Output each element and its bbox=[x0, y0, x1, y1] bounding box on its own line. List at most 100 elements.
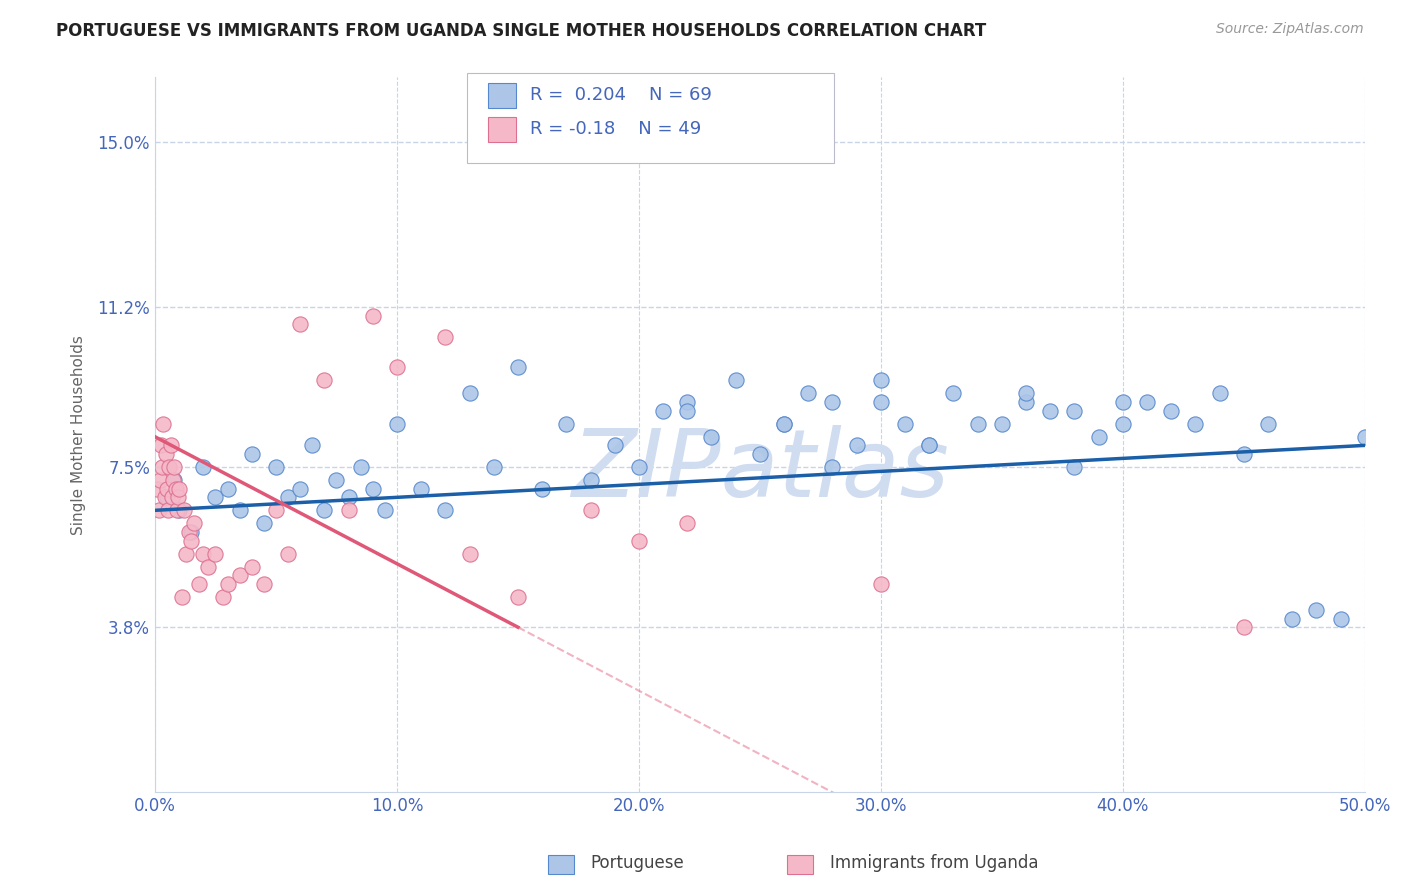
Point bbox=[288, 482, 311, 496]
Point bbox=[253, 516, 276, 531]
Point bbox=[337, 491, 360, 505]
Point bbox=[1305, 603, 1327, 617]
Point bbox=[361, 309, 384, 323]
Point bbox=[506, 360, 529, 375]
Point bbox=[458, 386, 481, 401]
Point bbox=[918, 438, 941, 452]
Text: ZIPatlas: ZIPatlas bbox=[571, 425, 949, 516]
Point bbox=[385, 360, 408, 375]
Point bbox=[180, 524, 202, 539]
Point bbox=[748, 447, 770, 461]
Point bbox=[361, 482, 384, 496]
Point bbox=[773, 417, 796, 431]
Point bbox=[166, 503, 188, 517]
Point bbox=[821, 460, 844, 475]
Point bbox=[197, 559, 219, 574]
Point bbox=[482, 460, 505, 475]
Point bbox=[1136, 395, 1159, 409]
Point bbox=[146, 482, 169, 496]
Point bbox=[149, 473, 172, 487]
Point bbox=[870, 577, 893, 591]
Point bbox=[159, 460, 181, 475]
Point bbox=[579, 473, 602, 487]
Point bbox=[314, 503, 336, 517]
Point bbox=[411, 482, 433, 496]
Point bbox=[676, 516, 699, 531]
Point bbox=[204, 491, 226, 505]
Point bbox=[627, 533, 650, 548]
Point bbox=[180, 533, 202, 548]
Point bbox=[167, 503, 190, 517]
Point bbox=[301, 438, 323, 452]
Point bbox=[603, 438, 626, 452]
Point bbox=[349, 460, 371, 475]
Point bbox=[170, 590, 193, 604]
Point bbox=[177, 524, 200, 539]
Point bbox=[1329, 611, 1351, 625]
Point bbox=[155, 447, 177, 461]
Point bbox=[506, 590, 529, 604]
Y-axis label: Single Mother Households: Single Mother Households bbox=[72, 334, 86, 534]
Point bbox=[773, 417, 796, 431]
Point bbox=[894, 417, 917, 431]
Point bbox=[193, 547, 215, 561]
Point bbox=[156, 482, 179, 496]
Point bbox=[942, 386, 965, 401]
Point bbox=[152, 417, 174, 431]
Point bbox=[1281, 611, 1303, 625]
Point bbox=[277, 491, 299, 505]
Point bbox=[1233, 620, 1256, 634]
Point bbox=[204, 547, 226, 561]
Point bbox=[1184, 417, 1206, 431]
Point bbox=[325, 473, 347, 487]
Point bbox=[150, 460, 173, 475]
Point bbox=[918, 438, 941, 452]
Point bbox=[579, 503, 602, 517]
Text: R = -0.18    N = 49: R = -0.18 N = 49 bbox=[530, 120, 702, 138]
Point bbox=[288, 317, 311, 331]
Point bbox=[870, 374, 893, 388]
Point bbox=[228, 503, 250, 517]
Point bbox=[797, 386, 820, 401]
Point bbox=[1039, 403, 1062, 417]
Point bbox=[173, 503, 195, 517]
Point bbox=[176, 547, 198, 561]
Point bbox=[724, 374, 747, 388]
Point bbox=[700, 430, 723, 444]
Point bbox=[264, 503, 287, 517]
Point bbox=[1015, 386, 1038, 401]
Point bbox=[167, 491, 190, 505]
Point bbox=[165, 482, 187, 496]
Point bbox=[1160, 403, 1182, 417]
Point bbox=[458, 547, 481, 561]
Point bbox=[821, 395, 844, 409]
Point bbox=[337, 503, 360, 517]
Point bbox=[148, 503, 170, 517]
Point bbox=[183, 516, 205, 531]
Point bbox=[187, 577, 209, 591]
Point bbox=[150, 438, 173, 452]
Point bbox=[385, 417, 408, 431]
Point bbox=[627, 460, 650, 475]
Point bbox=[966, 417, 988, 431]
Point bbox=[676, 395, 699, 409]
Point bbox=[160, 491, 183, 505]
Text: Immigrants from Uganda: Immigrants from Uganda bbox=[830, 855, 1038, 872]
Text: PORTUGUESE VS IMMIGRANTS FROM UGANDA SINGLE MOTHER HOUSEHOLDS CORRELATION CHART: PORTUGUESE VS IMMIGRANTS FROM UGANDA SIN… bbox=[56, 22, 987, 40]
Point bbox=[555, 417, 578, 431]
Point bbox=[156, 491, 179, 505]
Point bbox=[1063, 460, 1085, 475]
Text: Portuguese: Portuguese bbox=[591, 855, 685, 872]
Point bbox=[314, 374, 336, 388]
Point bbox=[217, 482, 239, 496]
Point bbox=[264, 460, 287, 475]
Point bbox=[1015, 395, 1038, 409]
Point bbox=[991, 417, 1014, 431]
Point bbox=[163, 473, 186, 487]
Point bbox=[845, 438, 868, 452]
Point bbox=[240, 447, 263, 461]
Point bbox=[1063, 403, 1085, 417]
Text: R =  0.204    N = 69: R = 0.204 N = 69 bbox=[530, 87, 711, 104]
Point bbox=[676, 403, 699, 417]
Point bbox=[162, 473, 184, 487]
